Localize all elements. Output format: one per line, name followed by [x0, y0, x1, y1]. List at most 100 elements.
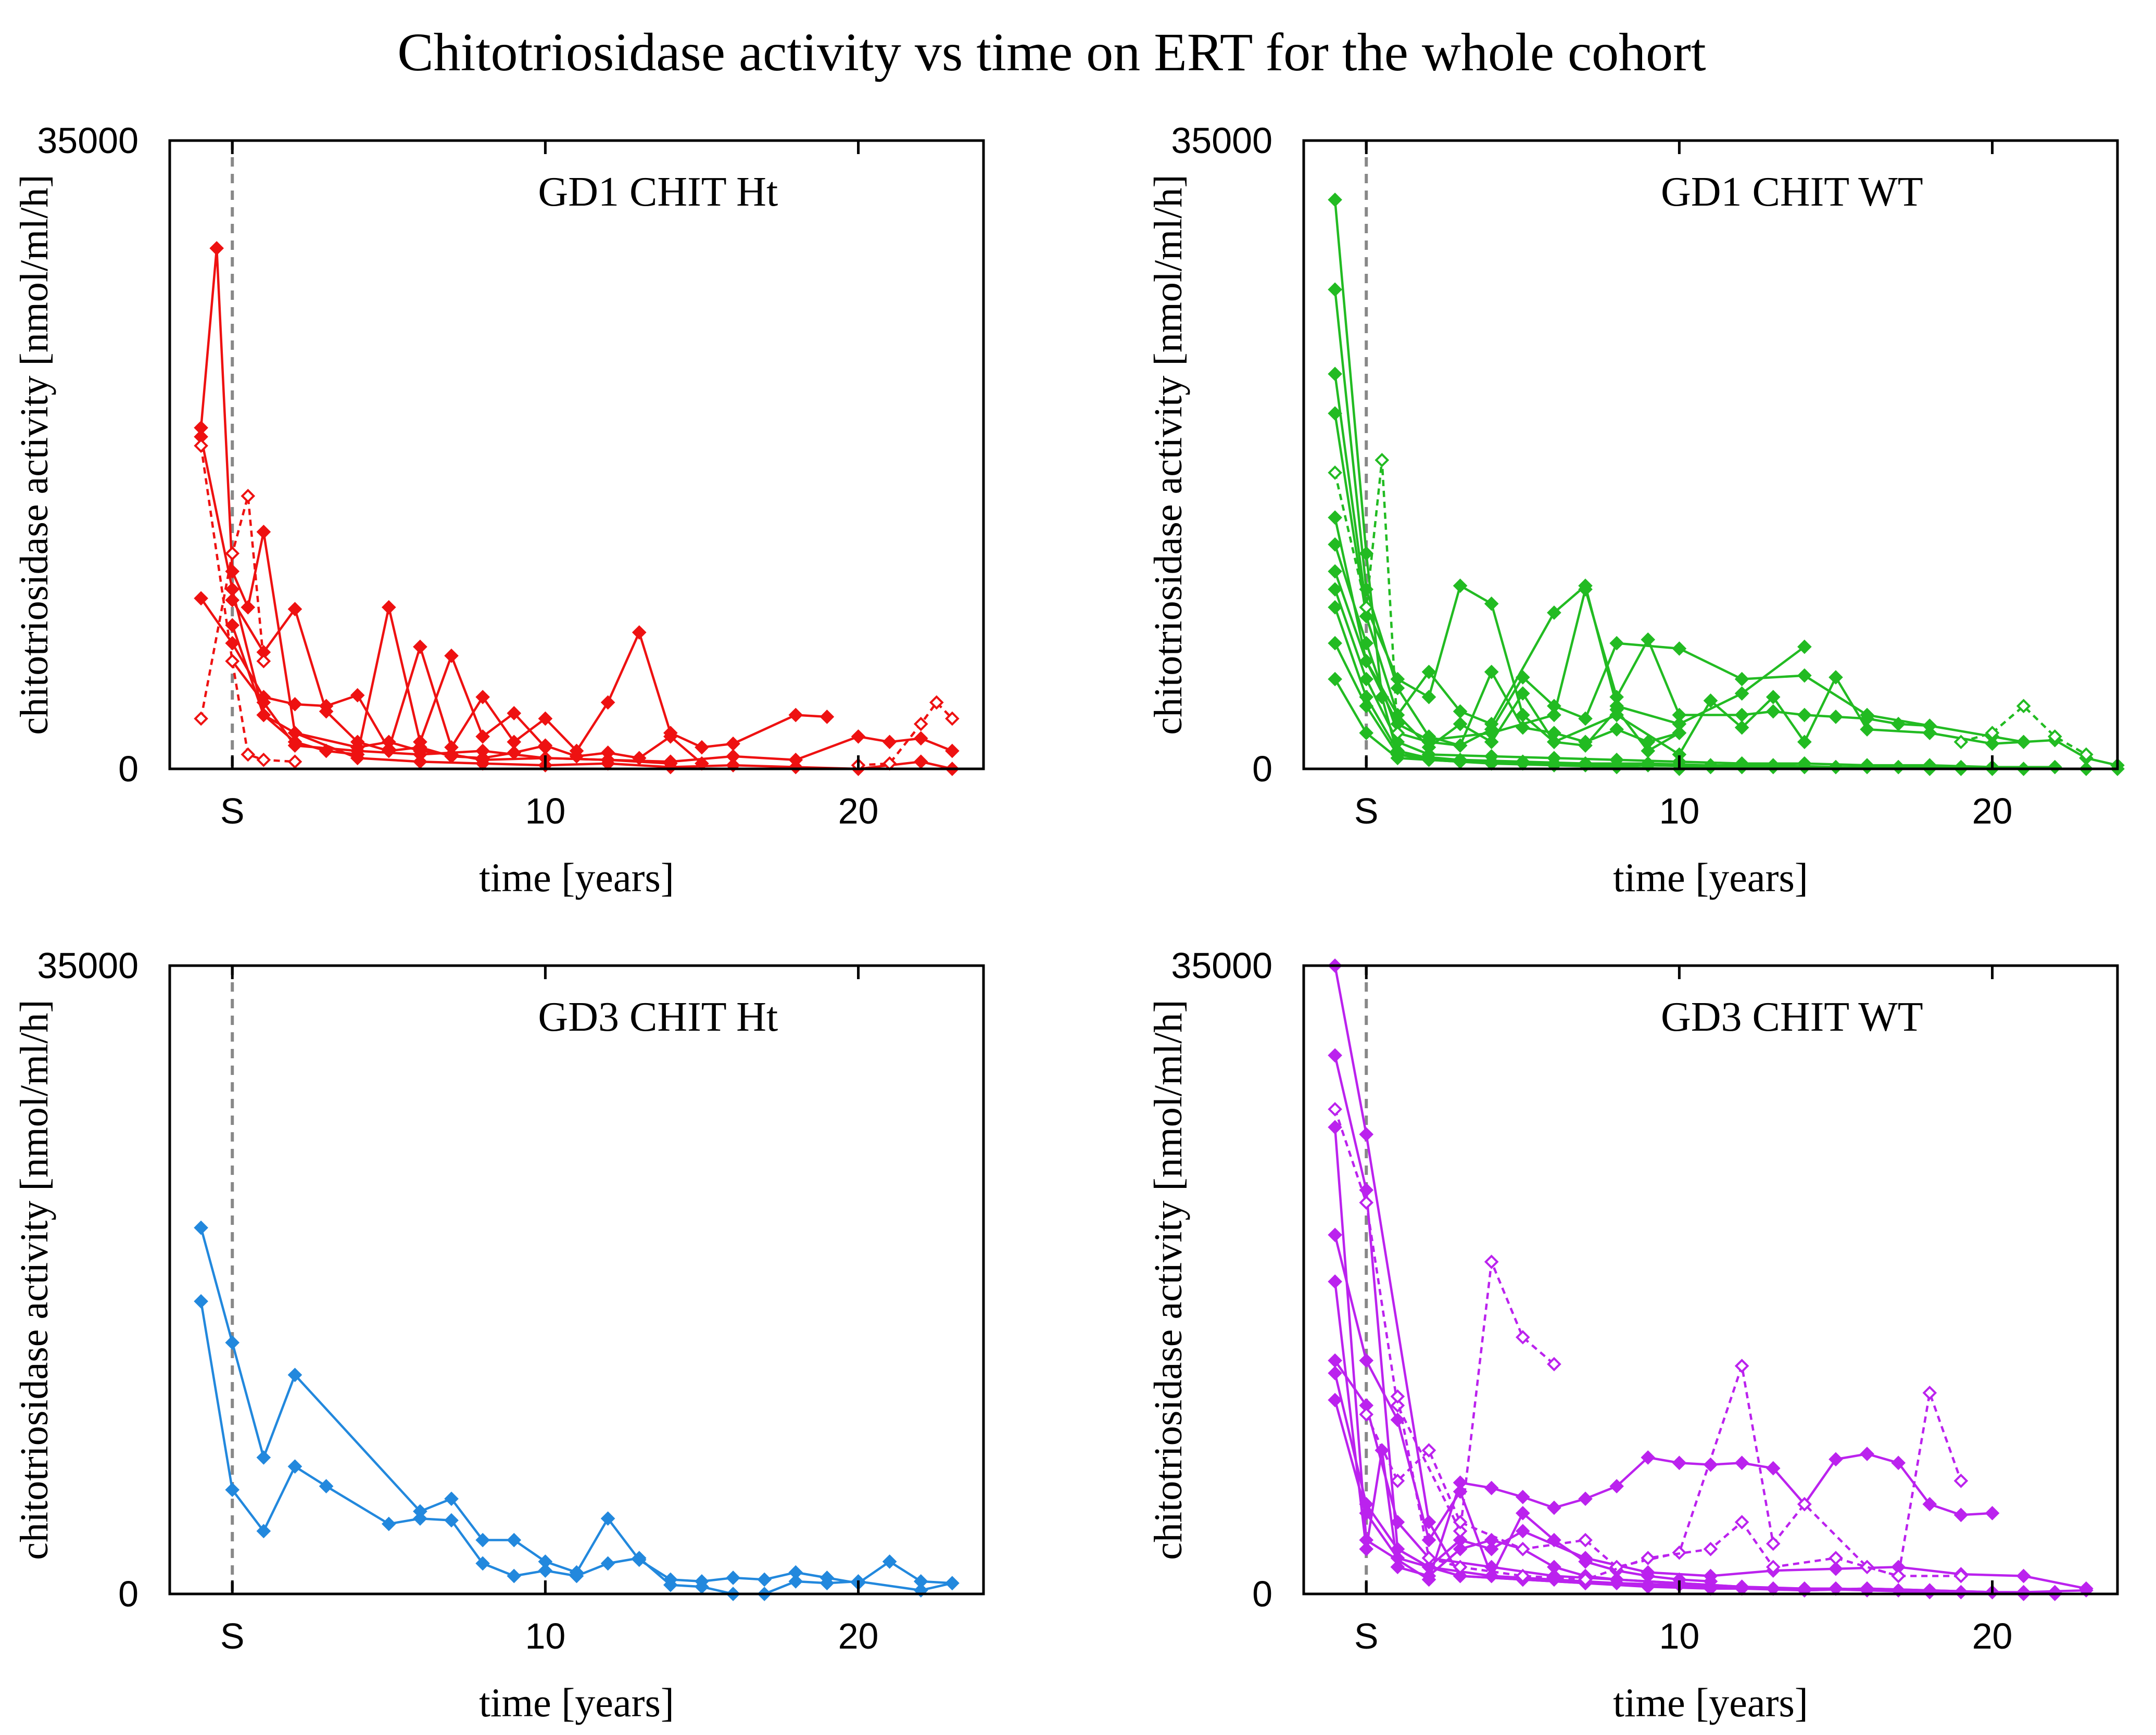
x-tick-label: 10: [1659, 791, 1699, 831]
data-point: [1328, 564, 1342, 579]
data-point: [1578, 1533, 1593, 1548]
data-point: [1328, 1365, 1342, 1381]
y-tick-label: 35000: [1171, 945, 1272, 986]
data-point: [475, 729, 490, 744]
data-point: [1547, 1568, 1561, 1584]
y-axis-label: chitotriosidase activity [nmol/ml/h]: [12, 999, 56, 1560]
data-point: [1328, 600, 1342, 615]
data-point: [2047, 729, 2062, 744]
data-point: [1484, 596, 1499, 611]
series-line: [1333, 517, 1930, 742]
data-point: [1328, 636, 1342, 651]
series-h1: [194, 1220, 960, 1591]
data-point: [1359, 1195, 1374, 1210]
data-point: [241, 747, 256, 762]
data-point: [1328, 366, 1342, 382]
data-point: [1421, 664, 1436, 679]
data-point: [444, 1513, 459, 1528]
data-point: [475, 1556, 490, 1571]
series-line: [231, 599, 703, 765]
series-w8: [1328, 582, 2062, 775]
data-point: [1390, 726, 1405, 740]
data-point: [663, 1577, 678, 1592]
data-point: [287, 738, 302, 753]
x-axis-label: time [years]: [479, 855, 674, 900]
data-point: [225, 1335, 240, 1350]
x-axis-label: time [years]: [1613, 855, 1808, 900]
data-point: [1328, 1274, 1342, 1289]
data-point: [695, 1579, 709, 1594]
data-point: [1390, 1389, 1405, 1404]
data-point: [1922, 1497, 1937, 1512]
data-point: [1484, 1541, 1499, 1556]
data-point: [1484, 1480, 1499, 1496]
y-tick-label: 0: [118, 749, 138, 789]
series-w12: [1328, 453, 1405, 740]
data-point: [1359, 1127, 1374, 1142]
data-point: [1922, 726, 1937, 740]
data-point: [1453, 578, 1468, 593]
data-point: [1578, 1491, 1593, 1506]
data-point: [1453, 1560, 1468, 1575]
data-point: [1672, 1455, 1687, 1471]
data-point: [1359, 672, 1374, 687]
data-point: [1328, 537, 1342, 552]
data-point: [1672, 641, 1687, 656]
panel-title: GD3 CHIT Ht: [538, 994, 778, 1040]
data-point: [1766, 1536, 1781, 1551]
panel-3: S 10 20 0 35000 GD3 CHIT Ht time [years] chitot…: [12, 945, 985, 1725]
data-point: [882, 734, 897, 750]
data-point: [2079, 747, 2094, 762]
data-point: [1547, 1357, 1561, 1372]
series-line: [858, 701, 953, 767]
data-point: [507, 706, 522, 720]
series-line: [1333, 289, 1680, 747]
data-point: [1609, 1479, 1624, 1493]
data-point: [1328, 672, 1342, 687]
data-point: [1515, 1489, 1530, 1504]
data-point: [1829, 670, 1843, 685]
data-point: [1985, 736, 2000, 751]
data-point: [1797, 734, 1812, 750]
data-point: [1734, 720, 1749, 735]
series-line: [1333, 965, 2086, 1593]
x-tick-label: 20: [1972, 791, 2013, 831]
data-point: [287, 1367, 302, 1383]
data-point: [1359, 654, 1374, 668]
data-point: [1515, 1524, 1530, 1539]
data-point: [1766, 1560, 1781, 1575]
y-axis-label: chitotriosidase activity [nmol/ml/h]: [1146, 174, 1190, 734]
data-point: [413, 1511, 427, 1526]
plot-frame: [168, 964, 985, 1595]
series-line: [199, 495, 265, 719]
data-point: [1359, 1541, 1374, 1556]
data-point: [1328, 1392, 1342, 1408]
data-point: [1359, 636, 1374, 651]
series-line: [199, 1301, 953, 1595]
data-point: [225, 593, 240, 607]
data-point: [241, 488, 256, 503]
x-tick-label: 20: [1972, 1616, 2013, 1656]
series-w7: [1328, 564, 2125, 772]
data-point: [1609, 722, 1624, 737]
data-point: [1641, 1551, 1656, 1565]
data-point: [1734, 1455, 1749, 1471]
data-point: [256, 752, 271, 767]
data-point: [2016, 699, 2031, 714]
data-point: [256, 1450, 271, 1465]
data-point: [1734, 707, 1749, 723]
data-point: [1985, 726, 2000, 740]
data-point: [1453, 1541, 1468, 1556]
data-point: [1829, 1452, 1843, 1467]
y-axis-label: chitotriosidase activity [nmol/ml/h]: [1146, 999, 1190, 1560]
data-point: [1609, 1572, 1624, 1587]
data-point: [1578, 582, 1593, 597]
y-tick-label: 0: [118, 1574, 138, 1614]
data-point: [945, 743, 960, 758]
data-point: [1328, 1353, 1342, 1368]
data-point: [287, 602, 302, 616]
data-point: [695, 740, 709, 755]
data-point: [569, 1568, 584, 1584]
series-line: [1334, 1360, 2024, 1595]
panel-2: S 10 20 0 35000 GD1 CHIT WT time [years] chitot…: [1146, 120, 2125, 900]
